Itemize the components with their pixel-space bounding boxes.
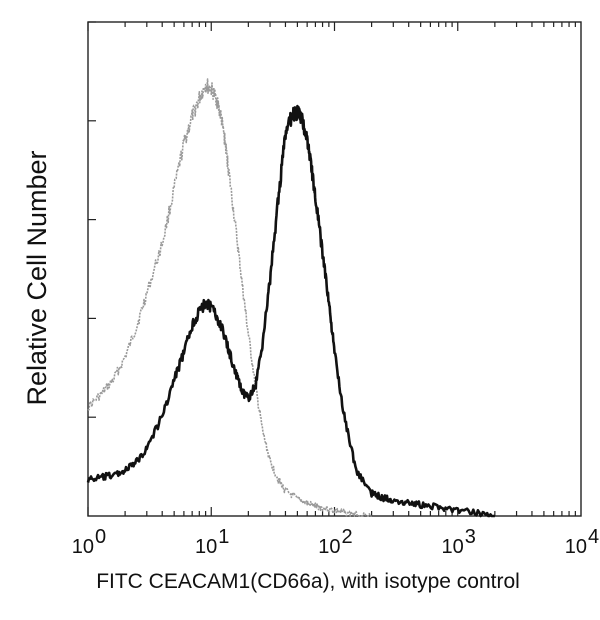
plot-frame [87, 21, 582, 517]
x-tick-label: 10 2 [318, 526, 352, 558]
x-tick-label-exponent: 2 [342, 526, 353, 548]
series-layer [86, 78, 496, 518]
x-tick-label-base: 10 [318, 536, 340, 558]
y-axis-ticks [88, 21, 96, 418]
y-axis-title: Relative Cell Number [22, 150, 52, 405]
series-line-ceacam1 [86, 104, 496, 518]
x-axis-ticks [87, 22, 576, 516]
x-tick-label-exponent: 3 [465, 526, 476, 548]
x-tick-label-base: 10 [195, 536, 217, 558]
x-tick-label-exponent: 1 [218, 526, 229, 548]
x-tick-label: 10 4 [565, 526, 599, 558]
x-axis-tick-labels: 10 0 10 1 10 2 10 3 10 4 [72, 526, 599, 558]
series-line-isotype-control [87, 78, 372, 517]
x-tick-label-exponent: 4 [588, 526, 599, 548]
x-tick-label: 10 0 [72, 526, 106, 558]
x-tick-label: 10 1 [195, 526, 229, 558]
x-tick-label-exponent: 0 [95, 526, 106, 548]
x-axis-title: FITC CEACAM1(CD66a), with isotype contro… [96, 570, 520, 593]
x-tick-label-base: 10 [565, 536, 587, 558]
x-tick-label-base: 10 [442, 536, 464, 558]
x-tick-label: 10 3 [442, 526, 476, 558]
x-tick-label-base: 10 [72, 536, 94, 558]
